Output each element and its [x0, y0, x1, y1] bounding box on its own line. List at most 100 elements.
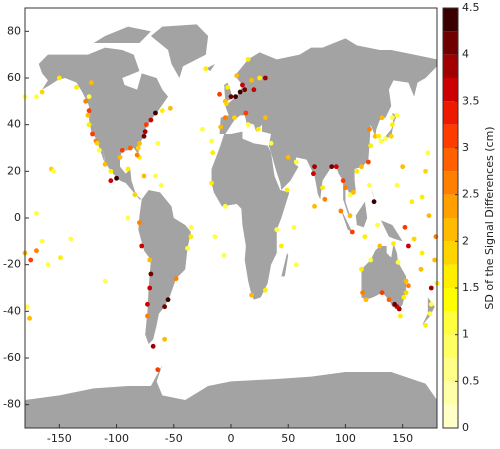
point: [428, 285, 434, 291]
continents: [25, 24, 437, 428]
point: [367, 182, 372, 188]
point: [383, 136, 388, 142]
point: [34, 248, 39, 254]
point: [28, 257, 34, 263]
point: [402, 224, 408, 230]
point: [90, 131, 95, 137]
colorbar-segment: [443, 171, 458, 195]
point: [354, 168, 360, 174]
y-tick-label: -80: [3, 398, 21, 411]
colorbar-tick-label: 2.5: [462, 188, 480, 201]
x-tick-label: 50: [281, 432, 295, 445]
point: [34, 94, 39, 100]
point: [379, 290, 385, 296]
point: [141, 173, 147, 179]
point: [185, 245, 190, 251]
point: [249, 77, 255, 83]
point: [428, 301, 434, 307]
point: [134, 152, 140, 158]
point: [224, 101, 229, 107]
point: [218, 124, 224, 130]
colorbar-segment: [443, 124, 458, 148]
point: [320, 185, 325, 191]
point: [257, 75, 263, 81]
colorbar-segment: [443, 8, 458, 32]
point: [68, 236, 74, 242]
point: [423, 168, 428, 174]
point: [367, 126, 372, 132]
point: [155, 140, 161, 146]
point: [386, 297, 392, 303]
point: [162, 304, 168, 310]
colorbar-tick-label: 1.5: [462, 281, 480, 294]
point: [24, 304, 30, 310]
point: [108, 178, 114, 184]
point: [222, 115, 228, 121]
point: [251, 87, 257, 93]
point: [376, 133, 382, 139]
colorbar-segment: [443, 148, 458, 172]
point: [39, 89, 45, 95]
point: [145, 301, 150, 307]
point: [45, 262, 51, 268]
point: [155, 367, 161, 373]
point: [274, 227, 280, 233]
colorbar-segment: [443, 54, 458, 78]
point: [132, 192, 138, 198]
x-tick-label: -150: [47, 432, 72, 445]
point: [395, 259, 401, 265]
point: [86, 94, 92, 100]
point: [102, 278, 108, 284]
point: [86, 122, 92, 128]
point: [125, 166, 131, 172]
point: [311, 171, 316, 177]
colorbar-segment: [443, 381, 458, 405]
point: [203, 66, 209, 72]
y-tick-label: -20: [3, 258, 21, 271]
point: [127, 145, 133, 151]
point: [293, 262, 299, 268]
point: [39, 238, 45, 244]
point: [403, 290, 409, 296]
colorbar-tick-label: 3: [462, 141, 469, 154]
point: [210, 150, 216, 156]
colorbar-tick-label: 0: [462, 421, 469, 434]
point: [165, 297, 171, 303]
point: [209, 138, 214, 144]
point: [159, 108, 165, 114]
point: [427, 311, 433, 317]
point: [212, 234, 218, 240]
point: [262, 287, 268, 293]
point: [419, 194, 425, 200]
y-tick-label: 20: [7, 164, 21, 177]
point: [394, 182, 400, 188]
point: [188, 234, 194, 240]
point: [347, 192, 353, 198]
point: [234, 73, 240, 79]
point: [377, 243, 383, 249]
y-tick-label: 60: [7, 71, 21, 84]
point: [423, 322, 428, 328]
colorbar-label: SD of the Signal Differences (cm): [483, 126, 496, 309]
point: [135, 145, 141, 151]
point: [243, 110, 249, 116]
point: [388, 133, 394, 139]
point: [27, 315, 32, 321]
point: [96, 147, 102, 153]
colorbar-segment: [443, 101, 458, 125]
colorbar-segment: [443, 241, 458, 265]
point: [425, 150, 431, 156]
point: [368, 257, 374, 263]
point: [147, 285, 153, 291]
colorbar-tick-label: 2: [462, 234, 469, 247]
point: [34, 210, 39, 216]
colorbar-segment: [443, 264, 458, 288]
point: [199, 126, 205, 132]
x-tick-label: -50: [165, 432, 183, 445]
colorbar-segment: [443, 78, 458, 102]
colorbar-segment: [443, 31, 458, 55]
y-tick-label: 40: [7, 118, 21, 131]
point: [343, 185, 348, 191]
point: [256, 126, 261, 132]
point: [51, 168, 57, 174]
